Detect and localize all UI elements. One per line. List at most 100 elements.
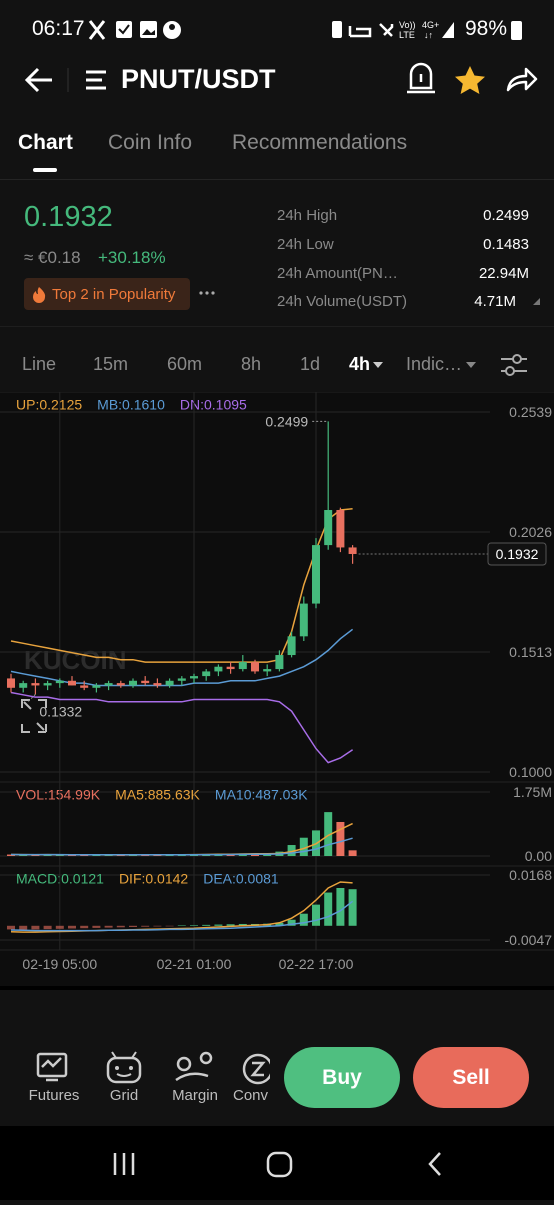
- low-marker-label: 0.1332: [39, 703, 82, 719]
- candle-body: [80, 685, 89, 688]
- legend-entry: VOL:154.99K: [16, 787, 101, 803]
- indicator-menu[interactable]: Indic…: [406, 354, 463, 374]
- popularity-badge[interactable]: Top 2 in Popularity: [24, 278, 190, 310]
- candle-body: [104, 683, 113, 686]
- expand-icon[interactable]: [21, 699, 47, 733]
- stat-label: 24h Amount(PN…: [277, 265, 398, 282]
- nav-label[interactable]: Margin: [172, 1087, 218, 1104]
- bottom-nav-icons[interactable]: [20, 1050, 270, 1086]
- y-tick-label: 1.75M: [513, 784, 552, 800]
- candle-body: [238, 662, 247, 670]
- candle-body: [336, 510, 345, 548]
- fiat-price: ≈ €0.18: [24, 248, 81, 267]
- last-price: 0.1932: [24, 201, 113, 233]
- y-tick-label: 0.2539: [509, 404, 552, 420]
- indicator-line: [10, 900, 354, 932]
- legend-entry: UP:0.2125: [16, 397, 82, 413]
- macd-bar: [287, 919, 296, 926]
- macd-bar: [31, 925, 40, 930]
- nav-label[interactable]: Conv: [233, 1087, 269, 1104]
- candle-body: [165, 680, 174, 686]
- macd-bar: [104, 925, 113, 928]
- tab[interactable]: Chart: [18, 131, 73, 154]
- interval[interactable]: Line: [22, 354, 57, 374]
- volume-bar: [55, 854, 64, 856]
- macd-bar: [92, 925, 101, 928]
- interval[interactable]: 8h: [241, 354, 262, 374]
- system-nav-icons[interactable]: [0, 1126, 554, 1200]
- volume-bar: [287, 845, 296, 856]
- macd-bar: [153, 925, 162, 927]
- header-actions[interactable]: [404, 62, 544, 98]
- nav-label[interactable]: Grid: [109, 1087, 139, 1104]
- nav-label[interactable]: Futures: [28, 1087, 80, 1104]
- indicator-line: [10, 837, 353, 856]
- macd-bar: [214, 924, 223, 926]
- buy-button[interactable]: Buy: [284, 1047, 400, 1108]
- y-tick-label: 0.0168: [509, 867, 552, 883]
- divider: [0, 986, 554, 990]
- x-tick-label: 02-21 01:00: [157, 956, 232, 972]
- candle-body: [324, 510, 333, 546]
- last-price-box: [487, 542, 547, 566]
- macd-bar: [43, 925, 52, 930]
- y-tick-label: 0.2026: [509, 524, 552, 540]
- candle-body: [92, 685, 101, 688]
- status-icons: [88, 20, 181, 40]
- candle-body: [214, 666, 223, 672]
- candle-body: [202, 671, 211, 677]
- system-nav: [0, 1126, 554, 1200]
- candle-body: [348, 547, 357, 554]
- candle-body: [116, 683, 125, 686]
- legend-entry: MA10:487.03K: [215, 787, 308, 803]
- macd-bar: [324, 892, 333, 926]
- macd-bar: [348, 889, 357, 926]
- header-nav[interactable]: [24, 64, 114, 96]
- interval[interactable]: 15m: [93, 354, 129, 374]
- volume-bar: [31, 854, 40, 856]
- divider: [0, 179, 554, 180]
- macd-bar: [336, 888, 345, 926]
- candle-body: [251, 662, 259, 672]
- macd-bar: [238, 923, 247, 926]
- tab[interactable]: Recommendations: [232, 131, 408, 154]
- interval-active[interactable]: 4h: [349, 354, 371, 374]
- macd-bar: [177, 925, 186, 926]
- x-tick-label: 02-22 17:00: [279, 956, 354, 972]
- flame-icon: [33, 287, 46, 303]
- macd-bar: [55, 925, 64, 929]
- y-tick-label: 0.1000: [509, 764, 552, 780]
- battery-icon: [511, 21, 522, 40]
- svg-text:Vo)): Vo)): [399, 20, 416, 30]
- sell-button[interactable]: Sell: [413, 1047, 529, 1108]
- last-price-label: 0.1932: [496, 546, 539, 562]
- candle-body: [31, 683, 40, 686]
- macd-bar: [190, 925, 198, 926]
- more-icon[interactable]: [198, 288, 216, 298]
- candle-body: [153, 683, 162, 686]
- indicator-line: [10, 628, 354, 687]
- divider: [0, 326, 554, 327]
- candle-body: [312, 545, 320, 604]
- macd-bar: [19, 925, 28, 930]
- legend-entry: MB:0.1610: [97, 397, 165, 413]
- macd-bar: [202, 924, 211, 926]
- candle-body: [55, 680, 64, 684]
- dropdown-icon: [466, 362, 476, 368]
- macd-bar: [299, 913, 308, 926]
- settings-icon[interactable]: [500, 352, 528, 378]
- high-marker-label: 0.2499: [265, 413, 308, 429]
- candle-body: [177, 678, 186, 681]
- interval[interactable]: 1d: [300, 354, 321, 374]
- macd-bar: [275, 922, 284, 926]
- macd-bar: [116, 925, 125, 928]
- y-tick-label: 0.00: [525, 848, 552, 864]
- volume-bar: [263, 854, 272, 856]
- tab[interactable]: Coin Info: [108, 131, 193, 154]
- volume-bar: [7, 854, 15, 856]
- interval[interactable]: 60m: [167, 354, 203, 374]
- stat-label: 24h Volume(USDT): [277, 293, 408, 310]
- candle-body: [226, 666, 235, 670]
- y-tick-label: -0.0047: [505, 932, 553, 948]
